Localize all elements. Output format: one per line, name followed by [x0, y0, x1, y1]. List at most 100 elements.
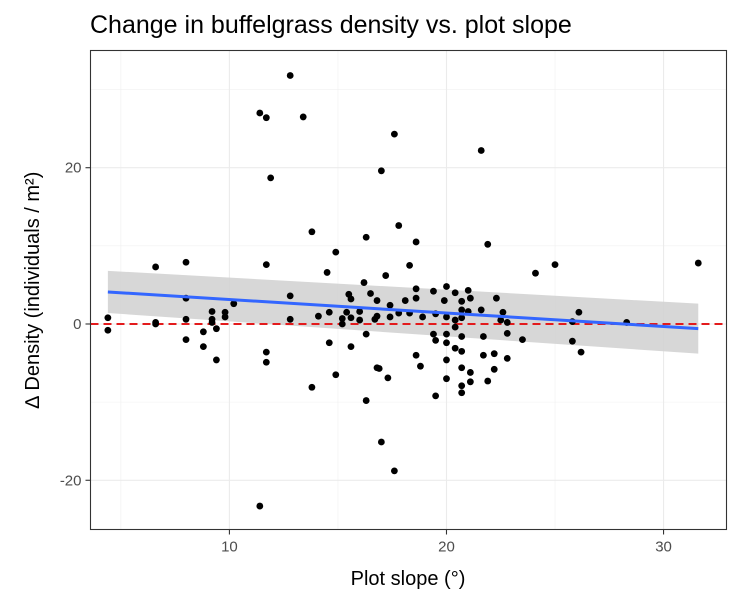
- data-point: [443, 375, 450, 383]
- data-point: [356, 316, 364, 324]
- data-point: [451, 323, 459, 331]
- data-point: [104, 326, 112, 334]
- data-point: [443, 356, 450, 364]
- data-point: [212, 325, 220, 333]
- data-point: [347, 343, 355, 351]
- data-point: [412, 351, 420, 359]
- data-point: [458, 347, 466, 355]
- data-point: [332, 371, 340, 379]
- trend-line: [107, 290, 699, 331]
- data-point: [694, 259, 702, 267]
- data-point: [375, 365, 383, 372]
- data-point: [443, 313, 450, 321]
- data-point: [262, 114, 270, 122]
- data-point: [360, 279, 368, 286]
- x-axis: 10 20 30: [221, 529, 672, 556]
- data-point: [362, 330, 370, 338]
- data-point: [466, 378, 474, 386]
- data-point: [286, 72, 294, 79]
- data-point: [199, 343, 207, 351]
- data-point: [458, 314, 466, 322]
- data-point: [477, 306, 485, 314]
- data-point: [256, 109, 264, 117]
- data-point: [451, 344, 459, 352]
- data-point: [484, 377, 492, 385]
- data-point: [503, 329, 511, 337]
- x-axis-title: Plot slope (°): [351, 568, 466, 590]
- data-point: [315, 312, 322, 320]
- data-point: [308, 228, 316, 236]
- data-point: [451, 316, 459, 324]
- data-point: [308, 383, 316, 391]
- data-point: [458, 333, 466, 340]
- data-point: [256, 502, 264, 510]
- data-point: [458, 389, 466, 397]
- data-point: [432, 337, 440, 344]
- data-point: [362, 233, 370, 241]
- data-point: [332, 248, 340, 256]
- data-point: [395, 222, 403, 229]
- data-point: [412, 285, 420, 293]
- data-point: [458, 297, 466, 305]
- data-point: [466, 369, 474, 376]
- data-point: [532, 269, 539, 277]
- data-point: [182, 258, 190, 266]
- data-point: [417, 362, 424, 370]
- data-point: [347, 295, 355, 303]
- data-point: [440, 297, 448, 304]
- data-point: [262, 261, 270, 269]
- data-point: [373, 312, 381, 320]
- data-point: [325, 308, 333, 316]
- data-point: [262, 358, 270, 366]
- data-point: [299, 113, 307, 121]
- data-point: [343, 308, 351, 316]
- data-point: [347, 314, 355, 322]
- y-tick-label: 20: [65, 160, 82, 177]
- data-point: [484, 240, 492, 248]
- data-point: [519, 336, 526, 344]
- data-point: [338, 320, 346, 328]
- data-point: [493, 294, 500, 302]
- data-point: [458, 364, 466, 372]
- data-point: [443, 339, 450, 347]
- data-point: [356, 308, 364, 315]
- data-point: [377, 438, 385, 446]
- data-point: [182, 336, 190, 344]
- confidence-band: [107, 270, 699, 354]
- data-point: [497, 316, 505, 324]
- data-point: [262, 348, 270, 356]
- data-point: [432, 392, 440, 400]
- data-point: [152, 263, 160, 271]
- data-point: [104, 314, 112, 322]
- data-point: [221, 313, 229, 321]
- data-point: [390, 467, 398, 475]
- data-point: [575, 308, 583, 316]
- x-tick-label: 10: [221, 539, 238, 556]
- data-point: [503, 319, 511, 326]
- data-point: [325, 339, 333, 347]
- data-point: [208, 308, 216, 315]
- data-point: [577, 348, 585, 356]
- data-point: [323, 269, 331, 276]
- data-point: [419, 313, 427, 321]
- data-point: [464, 286, 472, 294]
- data-point: [377, 167, 385, 175]
- data-point: [551, 261, 559, 269]
- data-point: [443, 330, 450, 338]
- data-point: [477, 147, 485, 154]
- data-point: [430, 287, 437, 295]
- data-point: [451, 289, 459, 297]
- data-point: [458, 306, 466, 314]
- data-point: [458, 382, 466, 390]
- data-point: [182, 315, 190, 323]
- data-point: [286, 315, 294, 323]
- data-point: [412, 238, 420, 246]
- data-point: [568, 337, 576, 345]
- data-point: [362, 397, 370, 404]
- data-point: [386, 313, 394, 321]
- data-point: [499, 308, 507, 316]
- y-tick-label: -20: [60, 472, 82, 489]
- data-point: [267, 174, 275, 182]
- data-point: [430, 330, 437, 338]
